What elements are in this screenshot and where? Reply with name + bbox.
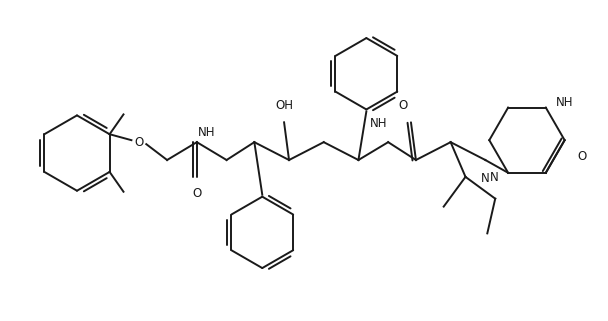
Text: O: O [192,187,201,200]
Text: NH: NH [198,126,215,139]
Text: O: O [135,136,144,149]
Text: N: N [481,172,489,185]
Text: O: O [577,150,586,163]
Text: NH: NH [370,117,387,130]
Text: O: O [398,100,408,112]
Text: OH: OH [275,100,293,112]
Text: N: N [489,171,498,184]
Text: NH: NH [556,96,573,109]
